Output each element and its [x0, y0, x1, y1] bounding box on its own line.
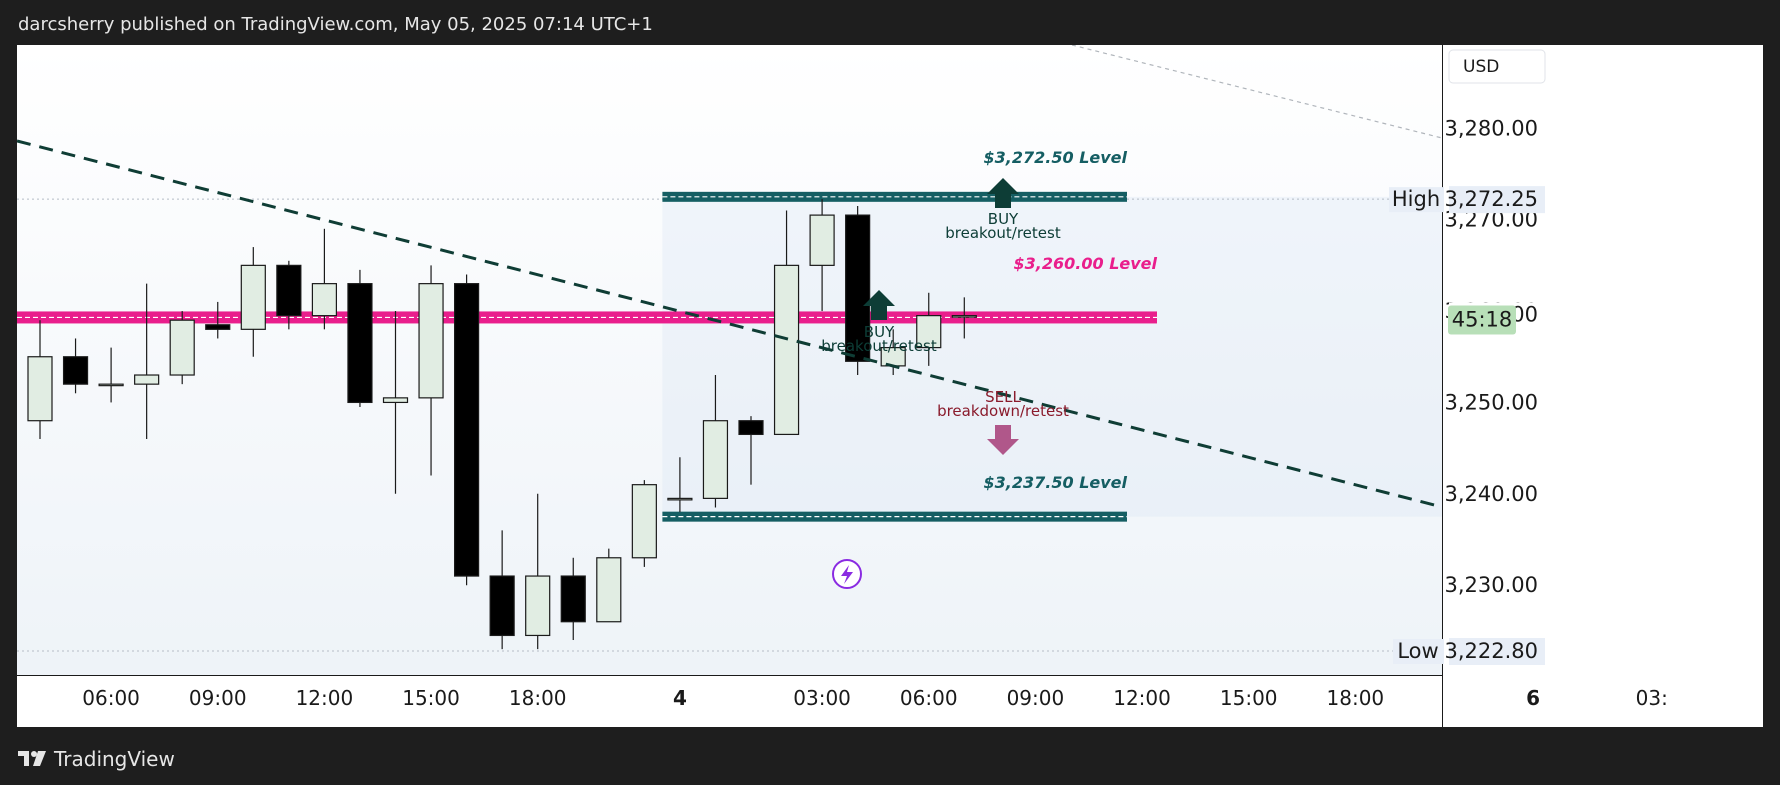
- header-title: darcsherry published on TradingView.com,…: [18, 14, 653, 35]
- x-tick-label: 09:00: [1007, 686, 1065, 710]
- x-tick-label: 12:00: [1113, 686, 1171, 710]
- candle-body: [276, 264, 302, 317]
- sell-label: SELL: [985, 388, 1021, 406]
- candle-body: [347, 283, 373, 404]
- x-tick-label: 03:: [1636, 686, 1668, 710]
- candle-body: [169, 319, 195, 376]
- x-tick-label: 09:00: [189, 686, 247, 710]
- currency-label: USD: [1463, 57, 1499, 77]
- countdown-badge: [1448, 305, 1516, 335]
- x-tick-label: 06:00: [82, 686, 140, 710]
- buy-arrow-top-icon: [987, 178, 1019, 208]
- publish-header: darcsherry published on TradingView.com,…: [0, 0, 1780, 45]
- x-tick-label: 15:00: [1220, 686, 1278, 710]
- candle-body: [311, 283, 337, 317]
- high-tag-label: High: [1392, 187, 1440, 211]
- candlestick-chart[interactable]: $3,272.50 Level $3,260.00 Level $3,237.50 …: [17, 45, 1763, 727]
- buy-top-label: BUY: [988, 210, 1019, 228]
- main-trend-line: [17, 139, 1443, 509]
- y-tick-label: 3,230.00: [1444, 573, 1538, 597]
- y-tick-label: 3,250.00: [1444, 390, 1538, 414]
- candle-body: [667, 497, 693, 501]
- candle-body: [134, 374, 160, 385]
- sell-arrow-icon: [987, 425, 1019, 455]
- candle-body: [418, 283, 444, 399]
- candle-body: [738, 420, 764, 436]
- currency-box: [1448, 49, 1546, 84]
- chart-area[interactable]: $3,272.50 Level $3,260.00 Level $3,237.50 …: [17, 45, 1763, 727]
- tradingview-logo[interactable]: TradingView: [18, 747, 175, 771]
- footer: TradingView: [0, 727, 1780, 785]
- level-label-mid: $3,260.00 Level: [1014, 254, 1158, 273]
- tradingview-brand: TradingView: [54, 747, 175, 771]
- high-tag: [1389, 187, 1444, 213]
- low-tag-label: Low: [1397, 639, 1438, 663]
- candle-body: [525, 575, 551, 637]
- level-label-top: $3,272.50 Level: [984, 148, 1128, 167]
- candle-body: [809, 214, 835, 266]
- tradingview-logo-icon: [18, 751, 46, 766]
- candle-body: [916, 315, 942, 349]
- high-value-badge: [1449, 186, 1545, 214]
- candle-body: [631, 484, 657, 559]
- candle-body: [951, 315, 977, 318]
- low-value-label: 3,222.80: [1444, 639, 1538, 663]
- plot-background: [17, 45, 1442, 675]
- x-tick-label: 6: [1526, 686, 1540, 710]
- y-tick-label: 3,280.00: [1444, 116, 1538, 140]
- candle-body: [773, 264, 800, 436]
- x-tick-label: 15:00: [402, 686, 460, 710]
- buy-top-sublabel: breakout/retest: [945, 224, 1061, 242]
- x-tick-label: 18:00: [509, 686, 567, 710]
- x-tick-label: 03:00: [793, 686, 851, 710]
- sell-sublabel: breakdown/retest: [937, 402, 1069, 420]
- candle-body: [240, 264, 266, 330]
- candle-body: [702, 420, 729, 499]
- low-tag: [1393, 638, 1444, 664]
- buy-arrow-mid-icon: [863, 290, 895, 320]
- buy-mid-sublabel: breakout/retest: [821, 337, 937, 355]
- level-label-bottom: $3,237.50 Level: [984, 473, 1128, 492]
- candle-body: [382, 397, 409, 404]
- candle-body: [98, 383, 124, 387]
- candle-body: [454, 283, 480, 577]
- low-value-badge: [1449, 637, 1545, 665]
- y-tick-label: 3,240.00: [1444, 482, 1538, 506]
- candle-body: [845, 214, 871, 362]
- candle-body: [560, 575, 586, 623]
- candle-body: [62, 356, 89, 385]
- x-tick-label: 4: [673, 686, 687, 710]
- high-value-label: 3,272.25: [1444, 187, 1538, 211]
- candle-body: [489, 575, 515, 637]
- x-tick-label: 06:00: [900, 686, 958, 710]
- candle-body: [27, 356, 53, 422]
- lightning-bolt-icon: [841, 565, 853, 584]
- candle-body: [205, 324, 231, 330]
- buy-mid-label: BUY: [864, 323, 895, 341]
- x-tick-label: 12:00: [296, 686, 354, 710]
- countdown-label: 45:18: [1452, 308, 1513, 332]
- x-tick-label: 18:00: [1327, 686, 1385, 710]
- candle-body: [596, 557, 622, 623]
